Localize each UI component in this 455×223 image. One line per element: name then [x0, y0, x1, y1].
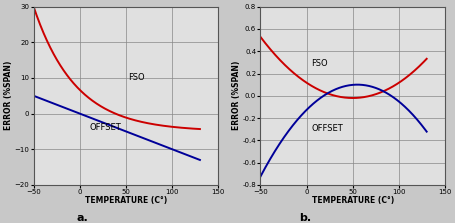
Text: FSO: FSO	[310, 59, 327, 68]
Text: b.: b.	[299, 213, 311, 223]
Y-axis label: ERROR (%SPAN): ERROR (%SPAN)	[232, 61, 241, 130]
X-axis label: TEMPERATURE (C°): TEMPERATURE (C°)	[311, 196, 393, 205]
Text: a.: a.	[76, 213, 88, 223]
Text: OFFSET: OFFSET	[310, 124, 342, 133]
X-axis label: TEMPERATURE (C°): TEMPERATURE (C°)	[85, 196, 167, 205]
Text: FSO: FSO	[127, 73, 144, 82]
Y-axis label: ERROR (%SPAN): ERROR (%SPAN)	[4, 61, 13, 130]
Text: OFFSET: OFFSET	[89, 123, 121, 132]
